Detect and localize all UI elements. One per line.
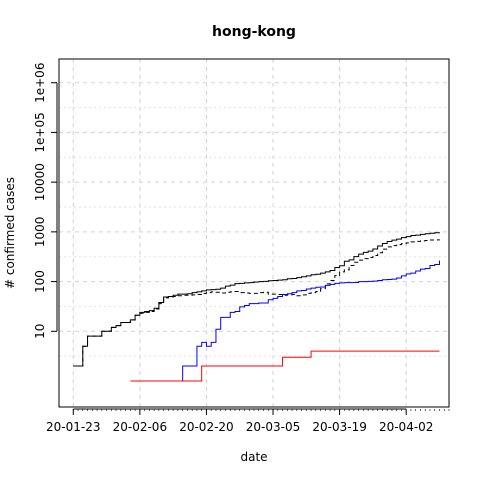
- series-line-1: [73, 232, 440, 367]
- y-tick-label: 1000: [33, 217, 47, 248]
- chart-title: hong-kong: [212, 24, 296, 40]
- y-tick-label: 100: [33, 270, 47, 293]
- grid: [59, 59, 449, 407]
- series-line-2: [73, 239, 440, 367]
- y-tick-label: 10000: [33, 163, 47, 201]
- x-axis: 20-01-23 20-02-06 20-02-20 20-03-05 20-03-19…: [46, 408, 450, 434]
- series-group: [73, 232, 440, 382]
- plot-frame: [58, 58, 450, 408]
- y-tick-label: 10: [33, 324, 47, 339]
- x-axis-label: date: [240, 450, 267, 464]
- series-line-4: [130, 350, 440, 382]
- y-tick-label: 1e+05: [33, 112, 47, 152]
- x-tick-label: 20-04-02: [379, 420, 433, 434]
- x-tick-label: 20-02-20: [179, 420, 233, 434]
- y-axis-label: # confirmed cases: [3, 177, 17, 289]
- x-tick-label: 20-02-06: [113, 420, 167, 434]
- x-tick-label: 20-03-05: [246, 420, 300, 434]
- series-line-3: [163, 260, 440, 382]
- x-tick-label: 20-03-19: [312, 420, 366, 434]
- y-axis: 10 100 1000 10000 1e+05 1e+06: [33, 63, 58, 339]
- y-tick-label: 1e+06: [33, 63, 47, 103]
- x-tick-label: 20-01-23: [46, 420, 100, 434]
